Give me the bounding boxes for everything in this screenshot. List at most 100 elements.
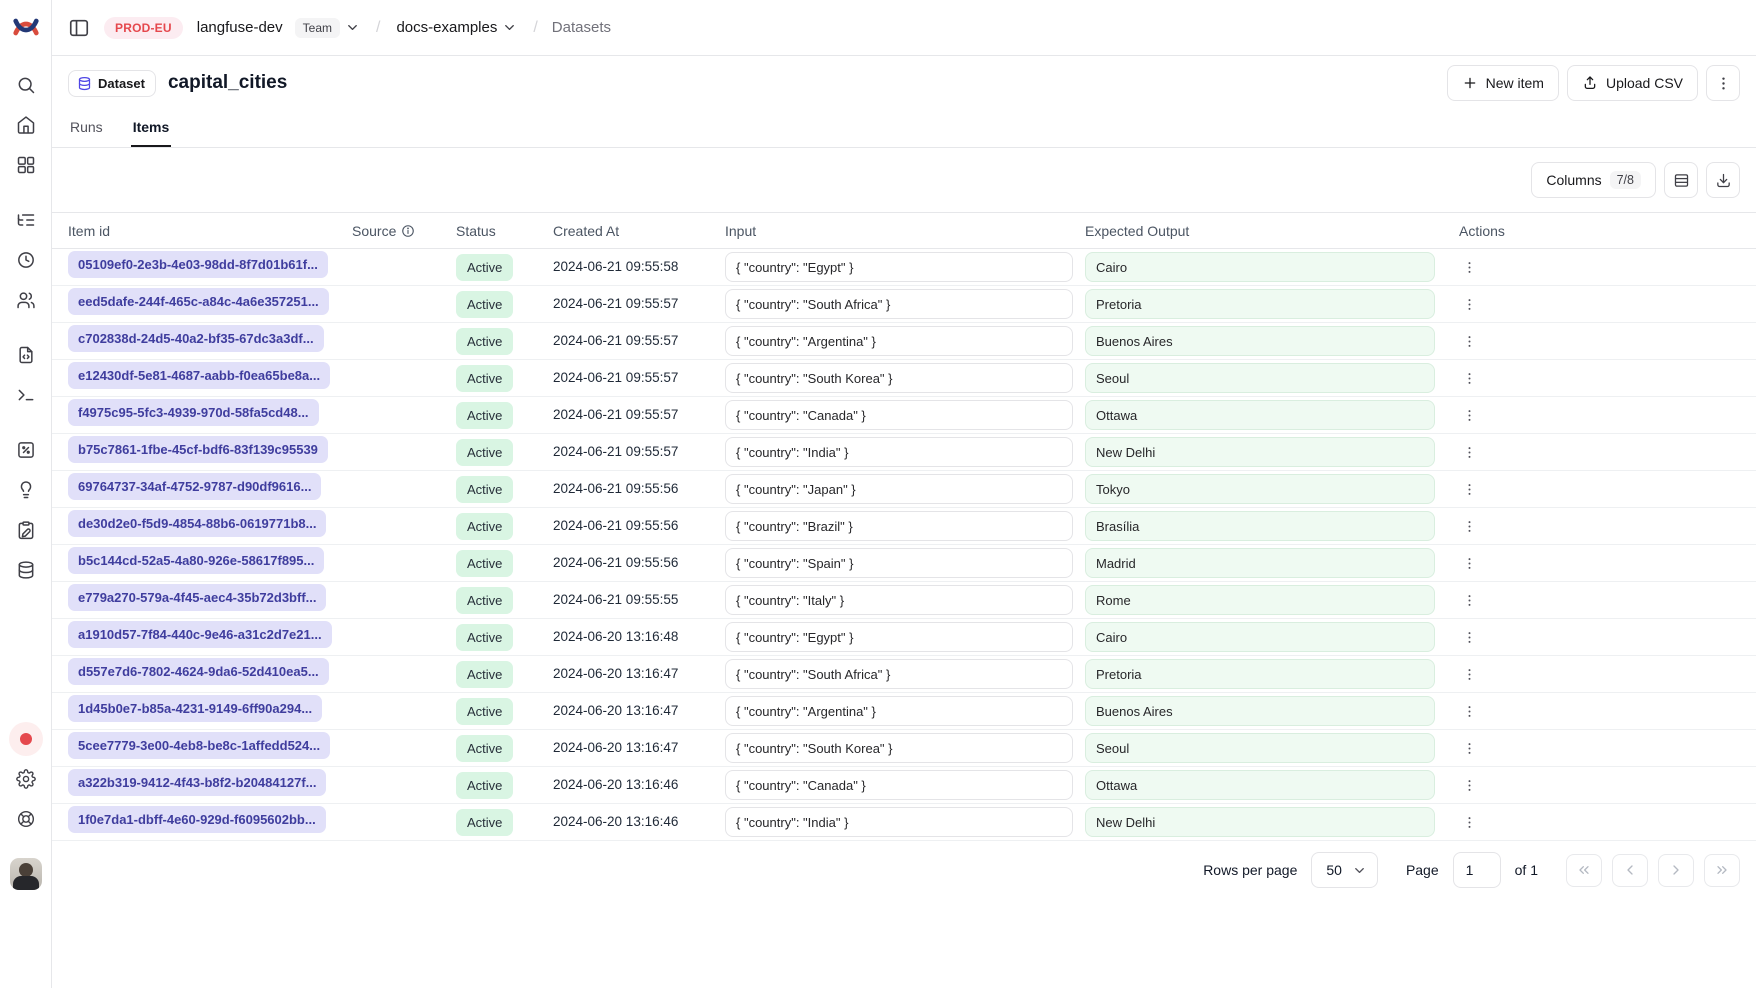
row-actions-menu-button[interactable] xyxy=(1455,697,1483,725)
download-button[interactable] xyxy=(1706,162,1740,198)
lightbulb-icon[interactable] xyxy=(9,473,43,507)
row-actions-menu-button[interactable] xyxy=(1455,734,1483,762)
dashboard-grid-icon[interactable] xyxy=(9,148,43,182)
input-cell[interactable]: { "country": "South Africa" } xyxy=(725,659,1073,689)
item-id-pill[interactable]: b5c144cd-52a5-4a80-926e-58617f895... xyxy=(68,547,324,574)
expected-output-cell[interactable]: Rome xyxy=(1085,585,1435,615)
new-item-button[interactable]: New item xyxy=(1447,65,1559,101)
row-actions-menu-button[interactable] xyxy=(1455,327,1483,355)
input-cell[interactable]: { "country": "India" } xyxy=(725,807,1073,837)
item-id-pill[interactable]: 1d45b0e7-b85a-4231-9149-6ff90a294... xyxy=(68,695,322,722)
input-cell[interactable]: { "country": "Spain" } xyxy=(725,548,1073,578)
rows-per-page-select[interactable]: 50 xyxy=(1311,852,1378,888)
first-page-button[interactable] xyxy=(1566,854,1602,887)
terminal-icon[interactable] xyxy=(9,378,43,412)
input-cell[interactable]: { "country": "South Korea" } xyxy=(725,363,1073,393)
input-cell[interactable]: { "country": "Canada" } xyxy=(725,770,1073,800)
last-page-button[interactable] xyxy=(1704,854,1740,887)
input-cell[interactable]: { "country": "Argentina" } xyxy=(725,326,1073,356)
item-id-pill[interactable]: 5cee7779-3e00-4eb8-be8c-1affedd524... xyxy=(68,732,330,759)
search-icon[interactable] xyxy=(9,68,43,102)
input-cell[interactable]: { "country": "Egypt" } xyxy=(725,622,1073,652)
columns-button[interactable]: Columns 7/8 xyxy=(1531,162,1656,198)
file-code-icon[interactable] xyxy=(9,338,43,372)
breadcrumb-org[interactable]: langfuse-dev xyxy=(197,19,283,36)
item-id-pill[interactable]: de30d2e0-f5d9-4854-88b6-0619771b8... xyxy=(68,510,326,537)
users-icon[interactable] xyxy=(9,283,43,317)
expected-output-cell[interactable]: Buenos Aires xyxy=(1085,696,1435,726)
clock-icon[interactable] xyxy=(9,243,43,277)
expected-output-cell[interactable]: Tokyo xyxy=(1085,474,1435,504)
item-id-pill[interactable]: a322b319-9412-4f43-b8f2-b20484127f... xyxy=(68,769,326,796)
expected-output-cell[interactable]: Madrid xyxy=(1085,548,1435,578)
column-header-source[interactable]: Source xyxy=(352,213,456,249)
expected-output-cell[interactable]: Brasília xyxy=(1085,511,1435,541)
column-header-item-id[interactable]: Item id xyxy=(52,213,352,249)
tab-items[interactable]: Items xyxy=(131,119,172,147)
page-number-input[interactable] xyxy=(1453,852,1501,888)
expected-output-cell[interactable]: New Delhi xyxy=(1085,437,1435,467)
home-icon[interactable] xyxy=(9,108,43,142)
expected-output-cell[interactable]: Buenos Aires xyxy=(1085,326,1435,356)
row-actions-menu-button[interactable] xyxy=(1455,549,1483,577)
row-actions-menu-button[interactable] xyxy=(1455,290,1483,318)
expected-output-cell[interactable]: Seoul xyxy=(1085,363,1435,393)
list-tree-icon[interactable] xyxy=(9,203,43,237)
row-actions-menu-button[interactable] xyxy=(1455,586,1483,614)
input-cell[interactable]: { "country": "Italy" } xyxy=(725,585,1073,615)
expected-output-cell[interactable]: Seoul xyxy=(1085,733,1435,763)
item-id-pill[interactable]: 69764737-34af-4752-9787-d90df9616... xyxy=(68,473,321,500)
row-actions-menu-button[interactable] xyxy=(1455,660,1483,688)
lifebuoy-icon[interactable] xyxy=(9,802,43,836)
expected-output-cell[interactable]: Ottawa xyxy=(1085,770,1435,800)
record-status-indicator[interactable] xyxy=(9,722,43,756)
row-height-button[interactable] xyxy=(1664,162,1698,198)
sidebar-toggle-icon[interactable] xyxy=(64,13,94,43)
input-cell[interactable]: { "country": "South Korea" } xyxy=(725,733,1073,763)
row-actions-menu-button[interactable] xyxy=(1455,364,1483,392)
item-id-pill[interactable]: e779a270-579a-4f45-aec4-35b72d3bff... xyxy=(68,584,326,611)
previous-page-button[interactable] xyxy=(1612,854,1648,887)
input-cell[interactable]: { "country": "South Africa" } xyxy=(725,289,1073,319)
tab-runs[interactable]: Runs xyxy=(68,119,105,147)
gear-icon[interactable] xyxy=(9,762,43,796)
input-cell[interactable]: { "country": "Egypt" } xyxy=(725,252,1073,282)
expected-output-cell[interactable]: Pretoria xyxy=(1085,289,1435,319)
row-actions-menu-button[interactable] xyxy=(1455,401,1483,429)
input-cell[interactable]: { "country": "Brazil" } xyxy=(725,511,1073,541)
row-actions-menu-button[interactable] xyxy=(1455,808,1483,836)
row-actions-menu-button[interactable] xyxy=(1455,438,1483,466)
input-cell[interactable]: { "country": "Canada" } xyxy=(725,400,1073,430)
next-page-button[interactable] xyxy=(1658,854,1694,887)
item-id-pill[interactable]: eed5dafe-244f-465c-a84c-4a6e357251... xyxy=(68,288,329,315)
column-header-created-at[interactable]: Created At xyxy=(553,213,725,249)
item-id-pill[interactable]: a1910d57-7f84-440c-9e46-a31c2d7e21... xyxy=(68,621,332,648)
expected-output-cell[interactable]: Ottawa xyxy=(1085,400,1435,430)
row-actions-menu-button[interactable] xyxy=(1455,771,1483,799)
page-kebab-menu-button[interactable] xyxy=(1706,65,1740,101)
org-switcher[interactable]: Team xyxy=(293,14,362,42)
row-actions-menu-button[interactable] xyxy=(1455,475,1483,503)
input-cell[interactable]: { "country": "Japan" } xyxy=(725,474,1073,504)
item-id-pill[interactable]: b75c7861-1fbe-45cf-bdf6-83f139c95539 xyxy=(68,436,328,463)
item-id-pill[interactable]: f4975c95-5fc3-4939-970d-58fa5cd48... xyxy=(68,399,319,426)
item-id-pill[interactable]: 05109ef0-2e3b-4e03-98dd-8f7d01b61f... xyxy=(68,251,328,278)
row-actions-menu-button[interactable] xyxy=(1455,253,1483,281)
avatar[interactable] xyxy=(10,858,42,890)
expected-output-cell[interactable]: Pretoria xyxy=(1085,659,1435,689)
percent-square-icon[interactable] xyxy=(9,433,43,467)
breadcrumb-section[interactable]: Datasets xyxy=(552,19,611,36)
clipboard-pen-icon[interactable] xyxy=(9,513,43,547)
column-header-expected-output[interactable]: Expected Output xyxy=(1085,213,1447,249)
item-id-pill[interactable]: c702838d-24d5-40a2-bf35-67dc3a3df... xyxy=(68,325,324,352)
item-id-pill[interactable]: d557e7d6-7802-4624-9da6-52d410ea5... xyxy=(68,658,329,685)
upload-csv-button[interactable]: Upload CSV xyxy=(1567,65,1698,101)
expected-output-cell[interactable]: New Delhi xyxy=(1085,807,1435,837)
row-actions-menu-button[interactable] xyxy=(1455,623,1483,651)
row-actions-menu-button[interactable] xyxy=(1455,512,1483,540)
column-header-input[interactable]: Input xyxy=(725,213,1085,249)
item-id-pill[interactable]: e12430df-5e81-4687-aabb-f0ea65be8a... xyxy=(68,362,330,389)
input-cell[interactable]: { "country": "Argentina" } xyxy=(725,696,1073,726)
project-switcher[interactable]: docs-examples xyxy=(394,15,519,40)
expected-output-cell[interactable]: Cairo xyxy=(1085,252,1435,282)
